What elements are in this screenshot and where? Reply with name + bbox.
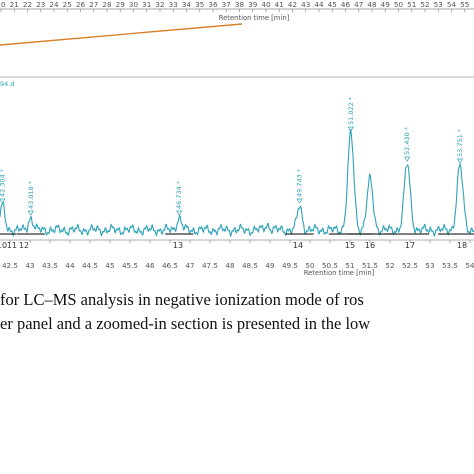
- peak-number: 15: [345, 241, 355, 250]
- top-tick-label: 55: [460, 0, 469, 9]
- top-tick-label: 46: [341, 0, 351, 9]
- x-tick-label: 51: [345, 261, 354, 270]
- peak-number: 12: [19, 241, 29, 250]
- peak-number: 18: [457, 241, 467, 250]
- top-tick-label: 39: [248, 0, 258, 9]
- x-axis-label: Retention time [min]: [304, 269, 375, 277]
- top-tick-label: 30: [129, 0, 139, 9]
- peak-marker: [176, 210, 183, 216]
- x-tick-label: 43: [25, 261, 34, 270]
- top-tick-label: 43: [301, 0, 310, 9]
- top-tick-label: 21: [10, 0, 19, 9]
- top-panel: 2021222324252627282930313233343536373839…: [0, 0, 474, 46]
- top-tick-label: 23: [36, 0, 45, 9]
- top-tick-label: 37: [222, 0, 231, 9]
- file-label: 94.d: [0, 80, 14, 88]
- x-ticks: 42.5 43 43.5 44 44.5 45 45.5 46 46.5 47 47.5 48 48.5…: [2, 240, 474, 270]
- top-x-axis-label: Retention time [min]: [219, 14, 290, 22]
- peak-number: 17: [405, 241, 415, 250]
- peak-retention-label: 43.018 *: [27, 180, 35, 209]
- peak-marker: [456, 158, 464, 164]
- top-tick-label: 33: [169, 0, 178, 9]
- top-tick-label: 34: [182, 0, 192, 9]
- top-x-ticks: 2021222324252627282930313233343536373839…: [0, 0, 469, 12]
- top-tick-label: 24: [49, 0, 59, 9]
- caption-line-2: er panel and a zoomed-in section is pres…: [0, 314, 371, 333]
- top-tick-label: 27: [89, 0, 98, 9]
- zoom-connector-line: [0, 23, 243, 46]
- peak-number: 16: [365, 241, 375, 250]
- peak-marker: [27, 210, 34, 216]
- peak-marker: [347, 126, 354, 132]
- x-tick-label: 42.5: [2, 261, 18, 270]
- x-tick-label: 48: [225, 261, 235, 270]
- caption-line-1: for LC–MS analysis in negative ionizatio…: [0, 290, 364, 309]
- peak-retention-label: 42.304 *: [0, 168, 6, 197]
- peak-retention-label: 49.743 *: [296, 168, 304, 197]
- top-tick-label: 35: [195, 0, 204, 9]
- top-tick-label: 41: [275, 0, 284, 9]
- peak-labels: 42.304 * 43.018 * 46.734 * 49.743 * 51.022 *…: [0, 96, 464, 216]
- top-tick-label: 54: [447, 0, 457, 9]
- x-tick-label: 50: [305, 261, 315, 270]
- top-tick-label: 32: [155, 0, 164, 9]
- x-tick-label: 53.5: [442, 261, 458, 270]
- top-tick-label: 31: [142, 0, 151, 9]
- top-tick-label: 25: [63, 0, 72, 9]
- top-tick-label: 45: [328, 0, 337, 9]
- top-tick-label: 38: [235, 0, 245, 9]
- top-tick-label: 53: [434, 0, 443, 9]
- top-tick-label: 36: [208, 0, 218, 9]
- x-tick-label: 45.5: [122, 261, 138, 270]
- x-tick-label: 44: [65, 261, 75, 270]
- peak-retention-label: 52.430 *: [403, 126, 411, 155]
- top-tick-label: 50: [394, 0, 404, 9]
- top-tick-label: 42: [288, 0, 297, 9]
- zoomed-chromatogram-panel: 94.d 42.5 43 43.5 44 44.5 45 45.5 46 46.5 47 47.5 4…: [0, 76, 474, 277]
- peak-marker: [296, 198, 303, 204]
- top-tick-label: 52: [420, 0, 429, 9]
- x-tick-label: 43.5: [42, 261, 58, 270]
- top-tick-label: 40: [261, 0, 271, 9]
- x-tick-label: 48.5: [242, 261, 258, 270]
- x-tick-label: 47: [185, 261, 194, 270]
- peak-number: 11: [7, 241, 17, 250]
- peak-retention-label: 46.734 *: [175, 180, 183, 209]
- peak-numbers: 101112 13 14 15 16 17 18: [0, 241, 467, 250]
- top-tick-label: 47: [354, 0, 363, 9]
- x-tick-label: 45: [105, 261, 114, 270]
- peak-marker: [404, 156, 411, 162]
- top-tick-label: 48: [367, 0, 377, 9]
- x-tick-label: 51.5: [362, 261, 378, 270]
- top-tick-label: 28: [102, 0, 112, 9]
- peak-retention-label: 51.022 *: [347, 96, 355, 125]
- top-tick-label: 22: [23, 0, 32, 9]
- peak-number: 13: [173, 241, 183, 250]
- x-tick-label: 46.5: [162, 261, 178, 270]
- top-tick-label: 49: [381, 0, 391, 9]
- x-tick-label: 47.5: [202, 261, 218, 270]
- peak-retention-label: 53.751 *: [456, 128, 464, 157]
- x-tick-label: 49.5: [282, 261, 298, 270]
- top-tick-label: 44: [314, 0, 324, 9]
- peak-number: 10: [0, 241, 7, 250]
- top-tick-label: 51: [407, 0, 416, 9]
- x-tick-label: 46: [145, 261, 155, 270]
- top-tick-label: 26: [76, 0, 86, 9]
- x-tick-label: 54: [465, 261, 474, 270]
- x-tick-label: 52: [385, 261, 394, 270]
- top-tick-label: 29: [116, 0, 126, 9]
- x-tick-label: 44.5: [82, 261, 98, 270]
- top-tick-label: 20: [0, 0, 6, 9]
- peak-marker: [0, 198, 6, 204]
- x-tick-label: 52.5: [402, 261, 418, 270]
- x-tick-label: 49: [265, 261, 275, 270]
- peak-number: 14: [293, 241, 303, 250]
- x-tick-label: 53: [425, 261, 434, 270]
- series-trace: [0, 128, 474, 238]
- x-tick-label: 50.5: [322, 261, 338, 270]
